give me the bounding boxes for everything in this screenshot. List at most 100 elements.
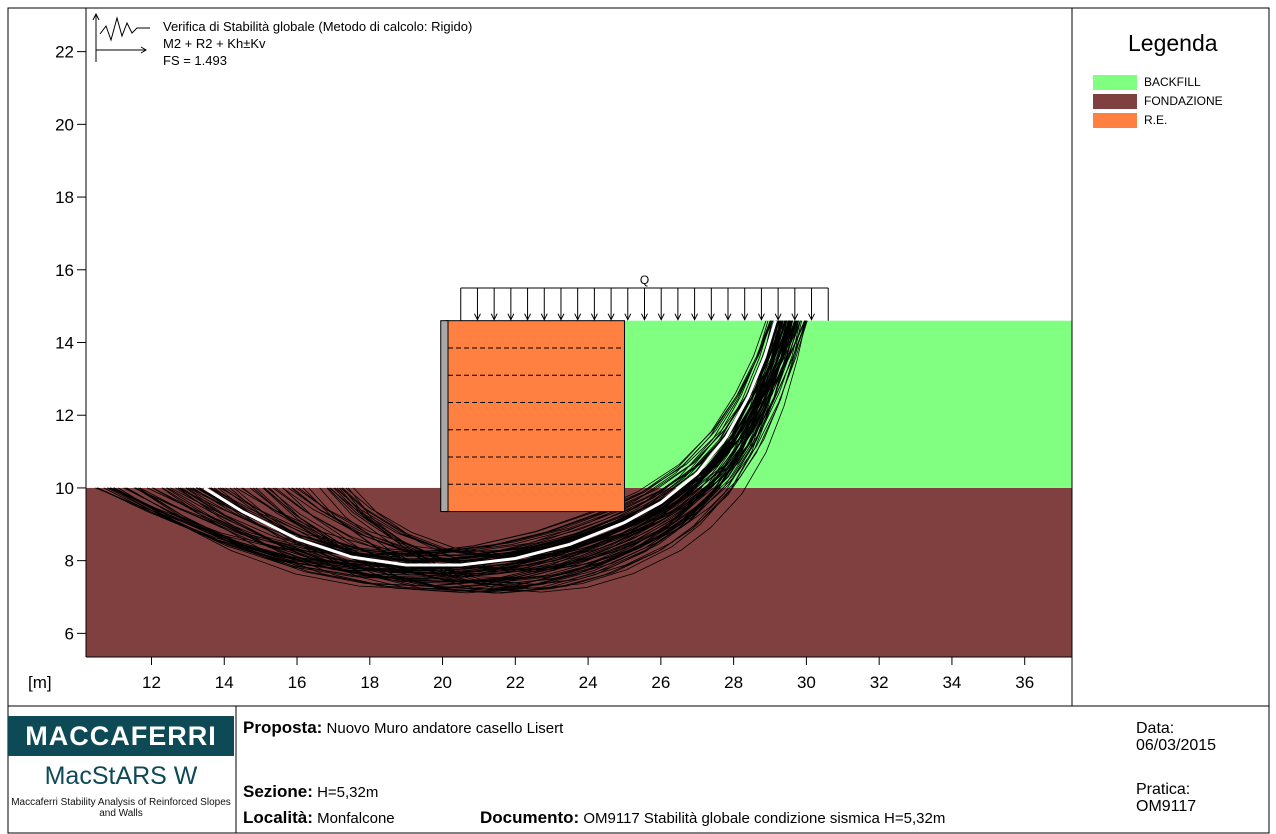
- pratica-key: Pratica:: [1136, 781, 1191, 798]
- x-tick-label: 14: [215, 673, 234, 692]
- surcharge-arrowhead: [657, 313, 665, 321]
- legend-swatch: [1093, 112, 1137, 128]
- trial-slip-surface: [213, 320, 793, 583]
- legend-label: BACKFILL: [1144, 75, 1201, 89]
- surcharge-arrowhead: [641, 313, 648, 321]
- wall-facing: [440, 320, 449, 513]
- x-tick-label: 30: [797, 673, 816, 692]
- trial-slip-surface: [138, 320, 787, 587]
- x-tick-label: 20: [433, 673, 452, 692]
- trial-slip-surface: [146, 320, 771, 556]
- y-tick-label: 10: [55, 479, 74, 498]
- x-tick-label: 22: [506, 673, 525, 692]
- proposta-field: Proposta: Nuovo Muro andatore casello Li…: [243, 718, 563, 738]
- y-tick-label: 18: [55, 188, 74, 207]
- trial-slip-surface: [249, 320, 808, 582]
- surcharge-arrowhead: [691, 313, 699, 321]
- product-name: MacStARS W: [44, 762, 198, 790]
- x-tick-label: 36: [1015, 673, 1034, 692]
- x-tick-label: 16: [288, 673, 307, 692]
- y-tick-label: 8: [65, 552, 74, 571]
- trial-slip-surface: [347, 320, 789, 589]
- surcharge-arrowhead: [774, 313, 782, 321]
- proposta-key: Proposta:: [243, 718, 323, 737]
- surcharge-arrowhead: [791, 313, 799, 321]
- y-tick-label: 14: [55, 333, 74, 352]
- legend-swatch: [1093, 93, 1137, 109]
- surcharge-arrowhead: [624, 313, 632, 321]
- legend-label: R.E.: [1144, 113, 1168, 127]
- trial-slip-surface: [288, 320, 798, 557]
- y-tick-label: 20: [55, 115, 74, 134]
- analysis-header: Verifica di Stabilità globale (Metodo di…: [163, 18, 472, 69]
- trial-slip-surface: [152, 320, 793, 572]
- trial-slip-surface: [345, 320, 801, 554]
- analysis-title: Verifica di Stabilità globale (Metodo di…: [163, 19, 473, 34]
- product-description: Maccaferri Stability Analysis of Reinfor…: [11, 797, 231, 819]
- trial-slip-surface: [95, 320, 786, 556]
- surcharge-arrowhead: [540, 313, 548, 321]
- reinforced-block: [445, 320, 625, 513]
- y-tick-label: 22: [55, 43, 74, 62]
- surcharge-arrowhead: [674, 313, 682, 321]
- surcharge-arrowhead: [757, 313, 765, 321]
- safety-factor: FS = 1.493: [163, 53, 227, 68]
- trial-slip-surface: [195, 320, 797, 557]
- axis-unit-label: [m]: [28, 673, 52, 692]
- surcharge-arrowhead: [524, 313, 532, 321]
- legend-item-backfill: BACKFILL: [1093, 74, 1201, 90]
- maccaferri-logo: MACCAFERRI: [8, 716, 234, 756]
- legend-swatch: [1093, 74, 1137, 90]
- localita-field: Località: Monfalcone: [243, 808, 395, 828]
- data-key: Data:: [1136, 720, 1175, 737]
- documento-field: Documento: OM9117 Stabilità globale cond…: [480, 808, 945, 828]
- surcharge-arrowhead: [741, 313, 749, 321]
- proposta-value: Nuovo Muro andatore casello Lisert: [326, 720, 564, 737]
- y-tick-label: 6: [65, 624, 74, 643]
- trial-slip-surface: [187, 320, 787, 553]
- sezione-field: Sezione: H=5,32m: [243, 782, 378, 802]
- sezione-key: Sezione:: [243, 782, 313, 801]
- legend-label: FONDAZIONE: [1144, 94, 1223, 108]
- surcharge-label: Q: [640, 273, 649, 287]
- load-combination: M2 + R2 + Kh±Kv: [163, 36, 266, 51]
- trial-slip-surface: [255, 320, 788, 593]
- data-value: 06/03/2015: [1136, 737, 1217, 754]
- trial-slip-surface: [282, 320, 784, 585]
- surcharge-arrowhead: [574, 313, 582, 321]
- trial-slip-surface: [166, 320, 779, 580]
- pratica-value: OM9117: [1136, 798, 1197, 815]
- legend-item-fondazione: FONDAZIONE: [1093, 93, 1223, 109]
- surcharge-arrowhead: [724, 313, 732, 321]
- legend-title: Legenda: [1128, 30, 1218, 56]
- legend-item-re: R.E.: [1093, 112, 1167, 128]
- surcharge-arrowhead: [474, 313, 481, 321]
- x-tick-label: 34: [942, 673, 961, 692]
- trial-slip-surface: [269, 320, 781, 594]
- trial-slip-surface: [308, 320, 790, 592]
- documento-key: Documento:: [480, 808, 580, 827]
- trial-slip-surface: [330, 320, 796, 570]
- trial-slip-surface: [333, 320, 790, 569]
- surcharge-arrowhead: [490, 313, 498, 321]
- documento-value: OM9117 Stabilità globale condizione sism…: [583, 810, 946, 827]
- backfill-layer: [624, 320, 1072, 488]
- x-tick-label: 28: [724, 673, 743, 692]
- x-tick-label: 32: [870, 673, 889, 692]
- trial-slip-surface: [117, 320, 790, 590]
- surcharge-arrowhead: [808, 313, 815, 321]
- y-tick-label: 16: [55, 261, 74, 280]
- sezione-value: H=5,32m: [317, 784, 379, 801]
- surcharge-arrowhead: [707, 313, 715, 321]
- trial-slip-surface: [340, 320, 790, 559]
- brand-name: MACCAFERRI: [25, 720, 217, 751]
- trial-slip-surface: [134, 320, 784, 556]
- seismic-icon: [92, 12, 150, 62]
- localita-value: Monfalcone: [317, 810, 395, 827]
- y-tick-label: 12: [55, 406, 74, 425]
- x-tick-label: 24: [579, 673, 598, 692]
- surcharge-arrowhead: [507, 313, 515, 321]
- x-tick-label: 18: [360, 673, 379, 692]
